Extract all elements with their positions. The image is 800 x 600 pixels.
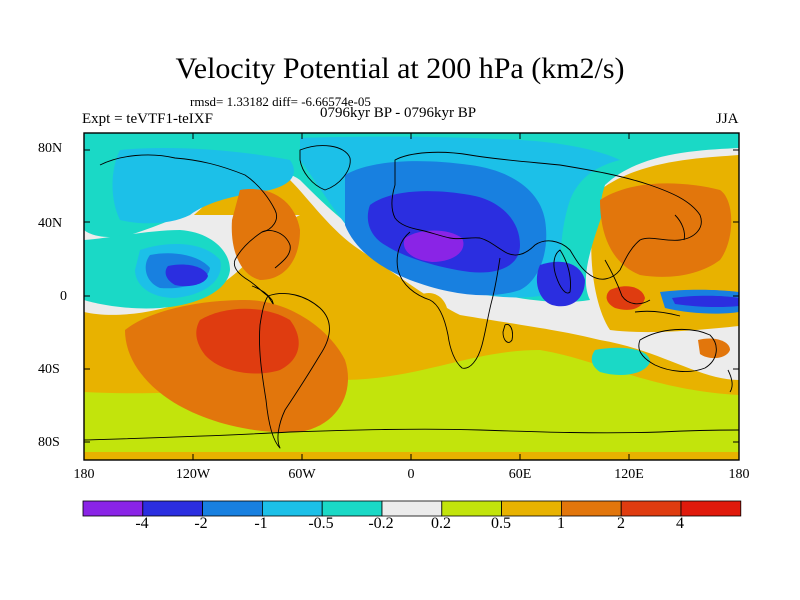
colorbar	[82, 500, 742, 517]
season-label: JJA	[716, 111, 739, 127]
colorbar-label-2: -2	[194, 515, 208, 532]
tick-marks	[84, 133, 739, 460]
colorbar-box-5	[321, 500, 383, 517]
field-red	[196, 308, 299, 374]
colorbar-box-1	[82, 500, 144, 517]
y-tick-80s: 80S	[38, 435, 60, 450]
stats-text: rmsd= 1.33182 diff= -6.66574e-05	[190, 94, 371, 109]
colorbar-box-8	[501, 500, 562, 517]
y-tick-40s: 40S	[38, 362, 60, 377]
colorbar-label-5: -0.2	[368, 515, 394, 532]
x-tick-60e: 60E	[508, 467, 532, 482]
field-dark-blue-pacific	[165, 264, 208, 287]
colorbar-box-3	[202, 500, 263, 517]
x-tick-180w: 180	[73, 467, 95, 482]
y-tick-40n: 40N	[38, 216, 63, 231]
plot-title: Velocity Potential at 200 hPa (km2/s)	[175, 52, 625, 85]
x-tick-60w: 60W	[288, 467, 316, 482]
field-dark-blue-west-pacific	[672, 295, 739, 308]
coastlines	[84, 145, 739, 449]
y-tick-0: 0	[60, 289, 67, 304]
x-tick-180e: 180	[728, 467, 750, 482]
colorbar-label-9: 2	[617, 515, 625, 532]
colorbar-label-6: 0.2	[431, 515, 451, 532]
colorbar-label-10: 4	[676, 515, 684, 532]
colorbar-label-1: -4	[135, 515, 149, 532]
colorbar-box-9	[561, 500, 622, 517]
colorbar-box-2	[142, 500, 204, 517]
field-orange-pacific	[698, 338, 730, 359]
colorbar-label-8: 1	[557, 515, 565, 532]
field-dark-blue-india	[536, 261, 585, 307]
field-purple	[403, 230, 464, 262]
field-cyan-north	[112, 148, 294, 224]
colorbar-label-7: 0.5	[491, 515, 511, 532]
colorbar-box-7	[441, 500, 502, 517]
x-tick-120e: 120E	[614, 467, 644, 482]
field-orange-north-america	[231, 189, 300, 280]
colorbar-box-11	[680, 500, 742, 517]
period-label: 0796kyr BP - 0796kyr BP	[320, 105, 477, 121]
colorbar-label-3: -1	[254, 515, 268, 532]
y-tick-80n: 80N	[38, 141, 63, 156]
colorbar-label-4: -0.5	[308, 515, 334, 532]
field-orange-africa	[417, 292, 449, 343]
field-teal-indian	[591, 347, 650, 375]
experiment-label: Expt = teVTF1-teIXF	[82, 111, 213, 127]
field-orange-asia	[600, 183, 732, 277]
x-tick-120w: 120W	[175, 467, 211, 482]
contour-field	[84, 133, 739, 460]
colorbar-box-4	[261, 500, 323, 517]
colorbar-box-10	[620, 500, 682, 517]
colorbar-box-6	[381, 500, 443, 517]
x-tick-0: 0	[407, 467, 415, 482]
